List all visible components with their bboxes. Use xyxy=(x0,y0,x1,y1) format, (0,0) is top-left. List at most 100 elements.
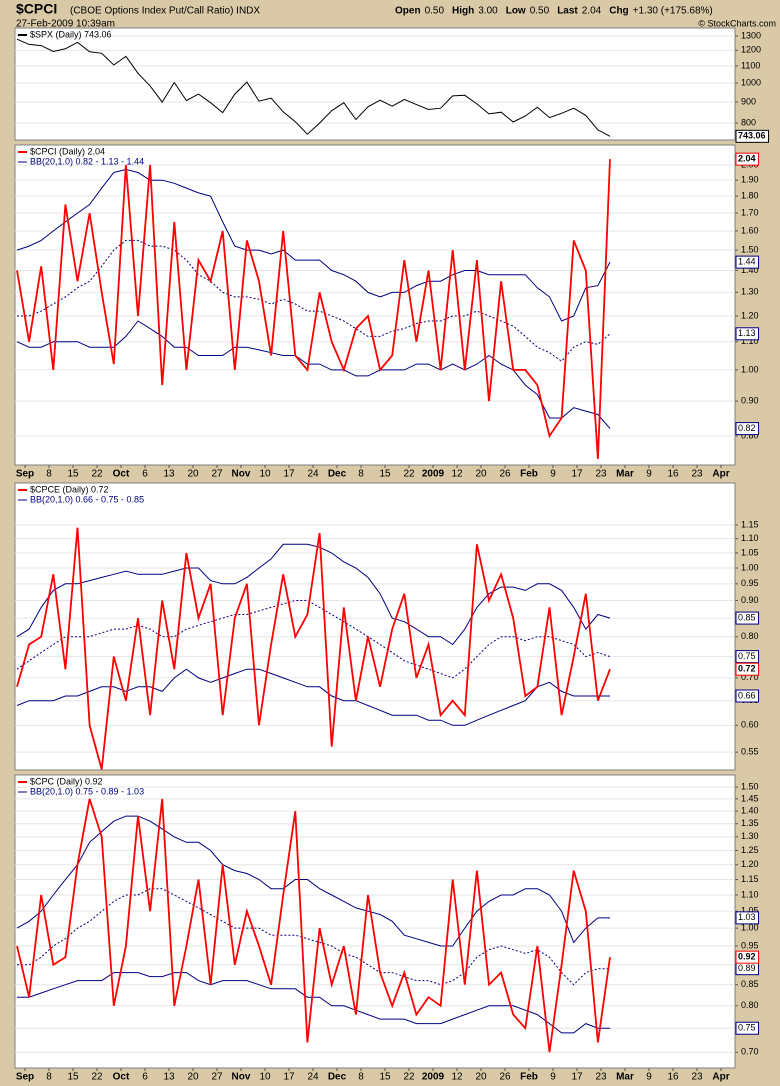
quote-value: 3.00 xyxy=(478,6,498,17)
x-tick-label: Dec xyxy=(328,469,347,480)
quote-value: +1.30 (+175.68%) xyxy=(633,6,713,17)
y-tick-label: 0.70 xyxy=(741,1047,759,1057)
quote-label: High xyxy=(452,6,474,17)
x-tick-label: 16 xyxy=(667,469,679,480)
x-tick-label: 9 xyxy=(646,1072,652,1083)
x-tick-label: 9 xyxy=(646,469,652,480)
legend-label: $CPCE (Daily) 0.72 xyxy=(30,484,109,494)
y-tick-label: 1.50 xyxy=(741,781,759,791)
legend-label: BB(20,1.0) 0.75 - 0.89 - 1.03 xyxy=(30,786,144,796)
x-tick-label: 22 xyxy=(91,1072,103,1083)
y-tick-label: 1000 xyxy=(741,77,761,87)
x-tick-label: 15 xyxy=(67,469,79,480)
last-value-label: 0.66 xyxy=(738,690,756,700)
x-tick-label: Dec xyxy=(328,1072,347,1083)
quote-label: Open xyxy=(395,6,421,17)
last-value-label: 0.82 xyxy=(738,423,756,433)
band-middle xyxy=(17,239,611,362)
quote-value: 0.50 xyxy=(425,6,445,17)
y-tick-label: 0.55 xyxy=(741,747,759,757)
last-value-box xyxy=(735,911,760,925)
x-tick-label: 17 xyxy=(283,1072,295,1083)
plot-area xyxy=(14,482,736,771)
band-middle xyxy=(17,888,610,986)
x-tick-label: Feb xyxy=(520,469,538,480)
y-tick-label: 1.00 xyxy=(741,562,759,572)
y-tick-label: 1.20 xyxy=(741,859,759,869)
last-value-label: 2.04 xyxy=(738,154,756,164)
y-tick-label: 0.80 xyxy=(741,1000,759,1010)
x-tick-label: 27 xyxy=(211,469,223,480)
last-value-label: 1.13 xyxy=(738,328,756,338)
title: $CPCI xyxy=(16,1,57,17)
band-upper xyxy=(16,543,611,646)
x-tick-label: 9 xyxy=(550,469,556,480)
last-value-box xyxy=(735,662,760,676)
y-tick-label: 1.15 xyxy=(741,519,759,529)
x-tick-label: 6 xyxy=(142,469,148,480)
band-upper xyxy=(16,168,611,322)
y-tick-label: 0.60 xyxy=(741,720,759,730)
band-middle xyxy=(16,600,611,679)
last-value-label: 1.03 xyxy=(738,912,756,922)
y-tick-label: 1100 xyxy=(741,60,760,70)
x-tick-label: Apr xyxy=(712,469,729,480)
x-tick-label: 12 xyxy=(451,469,463,480)
x-tick-label: 27 xyxy=(211,1072,223,1083)
legend-label: $SPX (Daily) 743.06 xyxy=(30,29,112,39)
x-tick-label: Feb xyxy=(520,1072,538,1083)
x-tick-label: 15 xyxy=(379,469,391,480)
band-upper xyxy=(16,815,610,947)
x-tick-label: 23 xyxy=(595,1072,607,1083)
y-tick-label: 1300 xyxy=(741,30,761,40)
y-tick-label: 0.95 xyxy=(741,578,759,588)
x-tick-label: Mar xyxy=(616,1072,634,1083)
quote-label: Chg xyxy=(609,6,628,17)
y-tick-label: 800 xyxy=(741,117,756,127)
last-value-label: 0.89 xyxy=(738,963,756,973)
x-tick-label: 8 xyxy=(358,469,364,480)
y-tick-label: 1.35 xyxy=(741,818,759,828)
x-tick-label: Oct xyxy=(113,1072,130,1083)
x-tick-label: 15 xyxy=(67,1072,79,1083)
y-tick-label: 1.50 xyxy=(741,244,759,254)
x-tick-label: 10 xyxy=(259,469,271,480)
last-value-label: 0.85 xyxy=(738,612,756,622)
quote-value: 0.50 xyxy=(530,6,550,17)
y-tick-label: 1.15 xyxy=(741,874,759,884)
x-tick-label: Oct xyxy=(113,469,130,480)
y-tick-label: 1.90 xyxy=(741,175,759,185)
plot-area xyxy=(14,144,736,466)
x-tick-label: 13 xyxy=(163,469,175,480)
last-value-box xyxy=(735,650,760,664)
x-tick-label: 17 xyxy=(571,469,583,480)
x-tick-label: 10 xyxy=(259,1072,271,1083)
last-value-label: 0.72 xyxy=(738,664,756,674)
x-tick-label: Sep xyxy=(16,1072,34,1083)
x-tick-label: 8 xyxy=(46,1072,52,1083)
series-line xyxy=(16,159,611,459)
last-value-box xyxy=(735,950,760,964)
quote: Open 0.50 High 3.00 Low 0.50 Last 2.04 Chg +1.30 … xyxy=(395,6,713,17)
y-tick-label: 1.00 xyxy=(741,364,759,374)
y-tick-label: 1.30 xyxy=(741,287,759,297)
x-tick-label: 20 xyxy=(187,1072,199,1083)
x-tick-label: Apr xyxy=(712,1072,729,1083)
x-tick-label: 22 xyxy=(403,469,415,480)
quote-value: 2.04 xyxy=(582,6,602,17)
x-tick-label: 26 xyxy=(499,1072,511,1083)
y-tick-label: 0.80 xyxy=(741,631,759,641)
x-tick-label: 8 xyxy=(46,469,52,480)
quote-label: Last xyxy=(557,6,578,17)
last-value-box xyxy=(735,611,760,625)
legend-label: BB(20,1.0) 0.66 - 0.75 - 0.85 xyxy=(30,494,144,504)
plot-area xyxy=(14,27,736,141)
last-value-box xyxy=(735,152,760,166)
x-tick-label: 8 xyxy=(358,1072,364,1083)
x-tick-label: 23 xyxy=(691,469,703,480)
x-tick-label: 22 xyxy=(403,1072,415,1083)
last-value-box xyxy=(735,689,760,703)
legend-label: $CPCI (Daily) 2.04 xyxy=(30,146,105,156)
series-line xyxy=(16,798,611,1053)
x-tick-label: Mar xyxy=(616,469,634,480)
